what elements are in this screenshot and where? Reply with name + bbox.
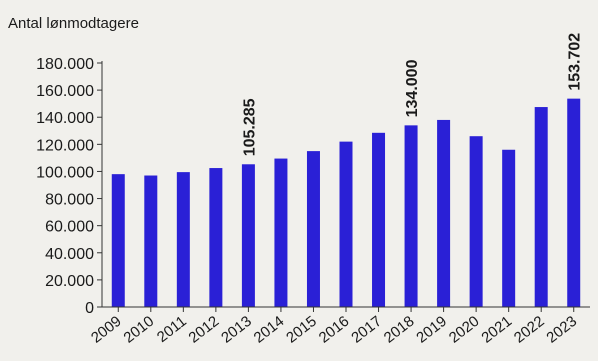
bar-2019 (437, 119, 451, 307)
y-axis-title: Antal lønmodtagere (8, 15, 139, 32)
data-labels: 105.285 134.000 153.702 (241, 33, 583, 157)
data-label-2018: 134.000 (404, 59, 421, 117)
bar-2022 (534, 107, 548, 307)
x-tick-label: 2018 (381, 313, 418, 347)
x-tick-label: 2014 (251, 313, 288, 347)
y-tick-label: 20.000 (45, 273, 94, 290)
x-tick-label: 2011 (154, 313, 190, 346)
x-tick-label: 2013 (218, 313, 255, 347)
y-tick-label: 0 (85, 300, 94, 317)
bar-2010 (144, 175, 158, 307)
x-axis: 2009201020112012201320142015201620172018… (88, 306, 590, 347)
y-tick-label: 100.000 (36, 164, 94, 181)
y-tick-label: 160.000 (36, 83, 94, 100)
bar-2016 (339, 141, 353, 307)
x-tick-label: 2019 (413, 313, 450, 347)
bar-2015 (306, 151, 320, 307)
x-tick-label: 2010 (120, 313, 157, 347)
bar-2018 (404, 125, 418, 307)
x-tick-label: 2017 (348, 313, 385, 347)
x-tick-label: 2015 (283, 313, 320, 347)
bar-2011 (176, 172, 190, 307)
bar-2023 (567, 98, 581, 307)
x-tick-label: 2021 (478, 313, 515, 347)
x-tick-label: 2022 (511, 313, 548, 347)
bar-2014 (274, 158, 288, 307)
y-tick-label: 180.000 (36, 56, 94, 73)
bar-2009 (111, 174, 125, 307)
bars (111, 98, 581, 307)
x-tick-label: 2023 (543, 313, 580, 347)
x-tick-label: 2012 (186, 313, 223, 347)
y-tick-label: 40.000 (45, 246, 94, 263)
bar-2013 (241, 164, 255, 307)
y-tick-label: 120.000 (36, 137, 94, 154)
x-tick-label: 2020 (446, 313, 483, 347)
x-tick-label: 2016 (316, 313, 353, 347)
bar-2017 (372, 132, 386, 307)
bar-2020 (469, 136, 483, 307)
x-tick-label: 2009 (88, 313, 125, 347)
bar-2021 (502, 149, 516, 307)
y-tick-label: 80.000 (45, 192, 94, 209)
y-tick-label: 60.000 (45, 219, 94, 236)
data-label-2023: 153.702 (567, 33, 584, 91)
y-tick-label: 140.000 (36, 110, 94, 127)
data-label-2013: 105.285 (241, 98, 258, 156)
bar-2012 (209, 168, 223, 307)
y-axis: 0 20.000 40.000 60.000 80.000 100.000 120.000 1… (36, 56, 103, 317)
